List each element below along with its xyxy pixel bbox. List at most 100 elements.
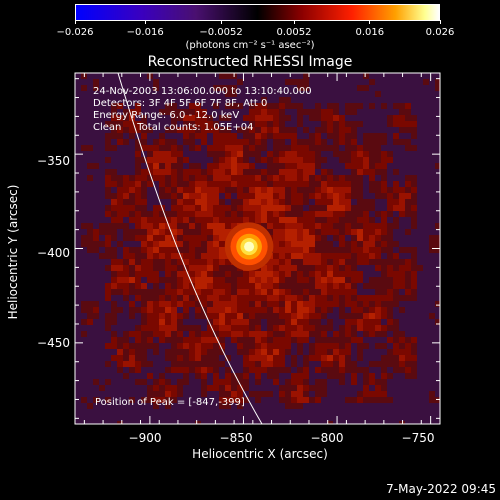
image-pixel [297,181,304,188]
image-pixel [291,145,298,152]
image-pixel [219,229,226,236]
image-pixel [417,331,424,338]
image-pixel [321,367,328,374]
image-pixel [417,115,424,122]
image-pixel [189,385,196,392]
image-pixel [111,223,118,230]
image-pixel [213,361,220,368]
image-pixel [339,103,346,110]
image-pixel [81,241,88,248]
image-pixel [411,373,418,380]
image-pixel [207,295,214,302]
image-pixel [351,295,358,302]
time-range-text: 24-Nov-2003 13:06:00.000 to 13:10:40.000 [93,86,312,97]
image-pixel [141,307,148,314]
image-pixel [423,133,430,140]
image-pixel [423,169,430,176]
image-pixel [153,295,160,302]
image-pixel [201,421,208,424]
image-pixel [411,115,418,122]
image-pixel [333,367,340,374]
image-pixel [345,145,352,152]
image-pixel [231,379,238,386]
image-pixel [303,265,310,272]
image-pixel [201,331,208,338]
image-pixel [75,337,82,344]
image-pixel [417,97,424,104]
image-pixel [105,301,112,308]
image-pixel [201,283,208,290]
image-pixel [189,253,196,260]
image-pixel [93,331,100,338]
image-pixel [297,289,304,296]
image-pixel [219,421,226,424]
image-pixel [207,397,214,404]
image-pixel [183,205,190,212]
image-pixel [309,235,316,242]
image-pixel [333,91,340,98]
image-pixel [87,343,94,350]
image-pixel [411,319,418,326]
image-pixel [369,85,376,92]
image-pixel [393,181,400,188]
image-pixel [213,85,220,92]
image-pixel [147,247,154,254]
image-pixel [393,355,400,362]
image-pixel [105,355,112,362]
image-pixel [183,421,190,424]
image-pixel [381,325,388,332]
image-pixel [435,289,440,296]
image-pixel [93,211,100,218]
image-pixel [309,259,316,266]
image-pixel [363,283,370,290]
image-pixel [75,73,82,80]
image-pixel [195,97,202,104]
image-pixel [273,307,280,314]
image-pixel [231,403,238,410]
image-pixel [363,403,370,410]
image-pixel [387,313,394,320]
image-pixel [201,181,208,188]
image-pixel [291,271,298,278]
image-pixel [93,127,100,134]
image-pixel [267,169,274,176]
image-pixel [297,283,304,290]
image-pixel [303,253,310,260]
image-pixel [153,121,160,128]
image-pixel [405,355,412,362]
image-pixel [405,97,412,104]
image-pixel [165,115,172,122]
image-pixel [225,115,232,122]
image-pixel [87,175,94,182]
image-pixel [255,373,262,380]
image-pixel [309,403,316,410]
image-pixel [369,265,376,272]
image-pixel [159,235,166,242]
image-pixel [429,367,436,374]
image-pixel [405,145,412,152]
image-pixel [303,337,310,344]
image-pixel [291,97,298,104]
image-pixel [165,373,172,380]
image-pixel [369,313,376,320]
image-pixel [177,85,184,92]
image-pixel [363,205,370,212]
image-pixel [87,121,94,128]
image-pixel [129,259,136,266]
image-pixel [225,289,232,296]
image-pixel [351,91,358,98]
image-pixel [267,121,274,128]
image-pixel [363,313,370,320]
image-pixel [333,385,340,392]
image-pixel [363,415,370,422]
image-pixel [81,205,88,212]
image-pixel [75,139,82,146]
image-pixel [303,79,310,86]
image-pixel [363,355,370,362]
image-pixel [285,319,292,326]
image-pixel [189,193,196,200]
image-pixel [363,295,370,302]
image-pixel [207,271,214,278]
image-pixel [141,325,148,332]
image-pixel [327,145,334,152]
